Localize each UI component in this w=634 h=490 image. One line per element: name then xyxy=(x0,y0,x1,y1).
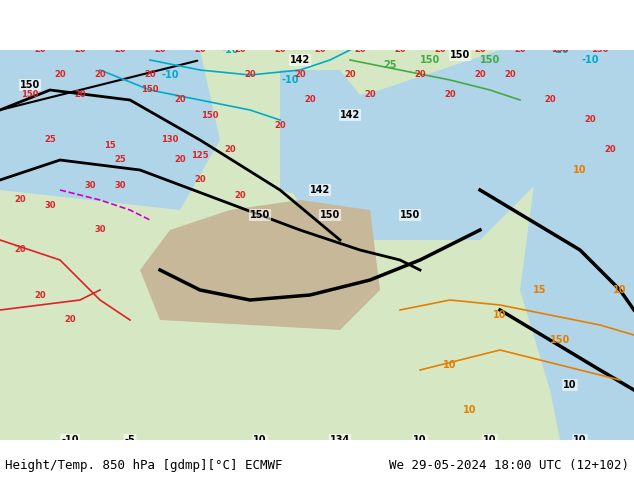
Text: 20: 20 xyxy=(74,46,86,54)
Text: -5: -5 xyxy=(125,435,136,445)
Text: 20: 20 xyxy=(344,71,356,79)
Text: 150: 150 xyxy=(480,55,500,65)
Text: 20: 20 xyxy=(474,71,486,79)
Text: 25: 25 xyxy=(383,60,397,70)
Text: 20: 20 xyxy=(234,191,246,199)
Text: -10: -10 xyxy=(281,75,299,85)
Text: -10: -10 xyxy=(161,70,179,80)
Text: 150: 150 xyxy=(250,210,270,220)
Text: 150: 150 xyxy=(450,50,470,60)
Text: 20: 20 xyxy=(414,71,426,79)
Text: 20: 20 xyxy=(294,71,306,79)
Text: -10: -10 xyxy=(221,45,239,55)
Text: 20: 20 xyxy=(274,46,286,54)
Text: 10: 10 xyxy=(563,380,577,390)
Text: 20: 20 xyxy=(434,46,446,54)
Text: 20: 20 xyxy=(174,96,186,104)
Polygon shape xyxy=(520,50,634,440)
Text: 30: 30 xyxy=(44,200,56,210)
Text: 20: 20 xyxy=(34,291,46,299)
Text: 150: 150 xyxy=(20,80,40,90)
Text: 20: 20 xyxy=(604,146,616,154)
Text: 20: 20 xyxy=(514,46,526,54)
Text: 130: 130 xyxy=(161,136,179,145)
Text: 10: 10 xyxy=(483,435,497,445)
Polygon shape xyxy=(0,50,220,210)
Text: 10: 10 xyxy=(573,435,586,445)
Text: 30: 30 xyxy=(94,225,106,235)
Text: 20: 20 xyxy=(174,155,186,165)
Polygon shape xyxy=(0,0,634,50)
Polygon shape xyxy=(0,50,634,440)
Text: We 29-05-2024 18:00 UTC (12+102): We 29-05-2024 18:00 UTC (12+102) xyxy=(389,459,629,471)
Text: 142: 142 xyxy=(340,110,360,120)
Text: 20: 20 xyxy=(94,71,106,79)
Text: 20: 20 xyxy=(244,71,256,79)
Text: 20: 20 xyxy=(64,316,76,324)
Text: 142: 142 xyxy=(310,185,330,195)
Text: 20: 20 xyxy=(144,71,156,79)
Text: 150: 150 xyxy=(320,210,340,220)
Text: 20: 20 xyxy=(54,71,66,79)
Text: Height/Temp. 850 hPa [gdmp][°C] ECMWF: Height/Temp. 850 hPa [gdmp][°C] ECMWF xyxy=(5,459,283,471)
Text: 20: 20 xyxy=(394,46,406,54)
Polygon shape xyxy=(280,50,634,240)
Text: -10: -10 xyxy=(551,45,569,55)
Text: 150: 150 xyxy=(592,46,609,54)
Text: 20: 20 xyxy=(304,96,316,104)
Text: -10: -10 xyxy=(61,435,79,445)
Text: 25: 25 xyxy=(114,155,126,165)
Text: 20: 20 xyxy=(444,91,456,99)
Text: 20: 20 xyxy=(14,196,26,204)
Text: 20: 20 xyxy=(234,46,246,54)
Text: 10: 10 xyxy=(443,360,456,370)
Text: 134: 134 xyxy=(330,435,350,445)
Text: 20: 20 xyxy=(544,96,556,104)
Text: 20: 20 xyxy=(584,116,596,124)
Text: 15: 15 xyxy=(533,285,547,295)
Text: 150: 150 xyxy=(22,91,39,99)
Text: 10: 10 xyxy=(493,310,507,320)
Text: 10: 10 xyxy=(413,435,427,445)
Text: 20: 20 xyxy=(194,175,206,185)
Text: 20: 20 xyxy=(314,46,326,54)
Text: 30: 30 xyxy=(84,180,96,190)
Text: 150: 150 xyxy=(550,335,570,345)
Text: 10: 10 xyxy=(253,435,267,445)
Text: 20: 20 xyxy=(74,91,86,99)
Text: 20: 20 xyxy=(274,121,286,129)
Text: 10: 10 xyxy=(573,165,586,175)
Text: 150: 150 xyxy=(141,85,158,95)
Text: 20: 20 xyxy=(114,46,126,54)
Text: 20: 20 xyxy=(364,91,376,99)
Bar xyxy=(0,440,634,490)
Text: 15: 15 xyxy=(104,141,116,149)
Text: 20: 20 xyxy=(14,245,26,254)
Text: 20: 20 xyxy=(504,71,516,79)
Text: 150: 150 xyxy=(400,210,420,220)
Text: -10: -10 xyxy=(581,55,598,65)
Text: 10: 10 xyxy=(613,285,627,295)
Text: 20: 20 xyxy=(354,46,366,54)
Text: 125: 125 xyxy=(191,150,209,160)
Text: 20: 20 xyxy=(194,46,206,54)
Text: 20: 20 xyxy=(224,146,236,154)
Text: 20: 20 xyxy=(34,46,46,54)
Text: 142: 142 xyxy=(290,55,310,65)
Polygon shape xyxy=(280,70,380,210)
Text: 150: 150 xyxy=(420,55,440,65)
Text: 25: 25 xyxy=(44,136,56,145)
Text: 10: 10 xyxy=(463,405,477,415)
Text: 20: 20 xyxy=(474,46,486,54)
Polygon shape xyxy=(140,200,380,330)
Text: 150: 150 xyxy=(551,46,569,54)
Text: 30: 30 xyxy=(114,180,126,190)
Text: 150: 150 xyxy=(201,111,219,120)
Text: 20: 20 xyxy=(154,46,166,54)
